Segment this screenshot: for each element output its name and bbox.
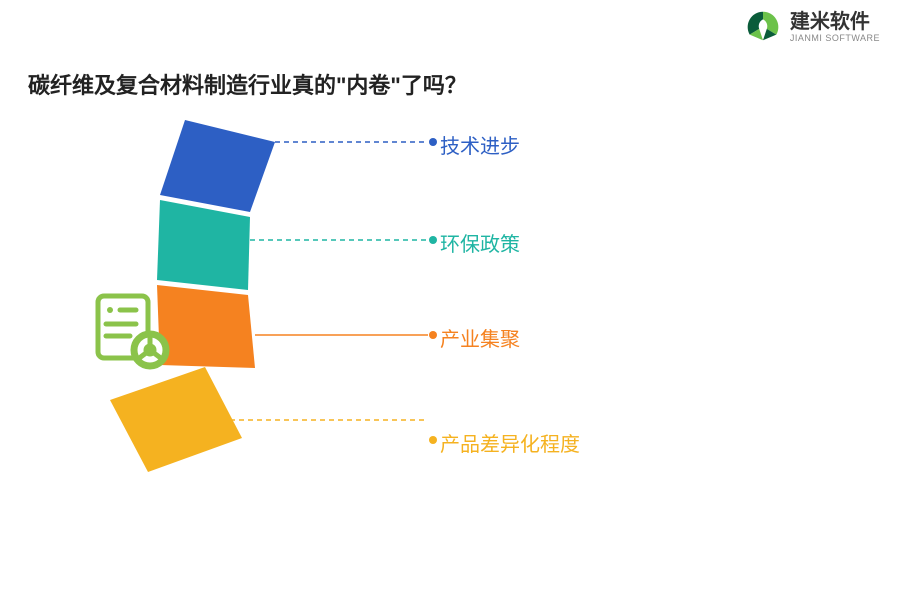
fan-segment-2 [157,285,255,368]
connector-dot-3 [429,436,437,444]
segment-label-3: 产品差异化程度 [440,428,580,457]
logo: 建米软件 JIANMI SOFTWARE [744,8,880,46]
fan-segment-1 [157,200,250,290]
connector-dot-1 [429,236,437,244]
document-steering-icon [90,290,170,370]
logo-mark-icon [744,8,782,46]
logo-text-cn: 建米软件 [790,11,880,33]
segment-label-2: 产业集聚 [440,323,520,352]
fan-segment-3 [110,367,242,472]
connector-dot-0 [429,138,437,146]
logo-text-en: JIANMI SOFTWARE [790,33,880,43]
logo-text: 建米软件 JIANMI SOFTWARE [790,11,880,43]
connector-dot-2 [429,331,437,339]
fan-diagram: 技术进步环保政策产业集聚产品差异化程度 [0,120,900,600]
page-title: 碳纤维及复合材料制造行业真的"内卷"了吗？ [28,68,467,100]
fan-segment-0 [160,120,275,212]
segment-label-0: 技术进步 [440,130,520,159]
segment-label-1: 环保政策 [440,228,520,257]
